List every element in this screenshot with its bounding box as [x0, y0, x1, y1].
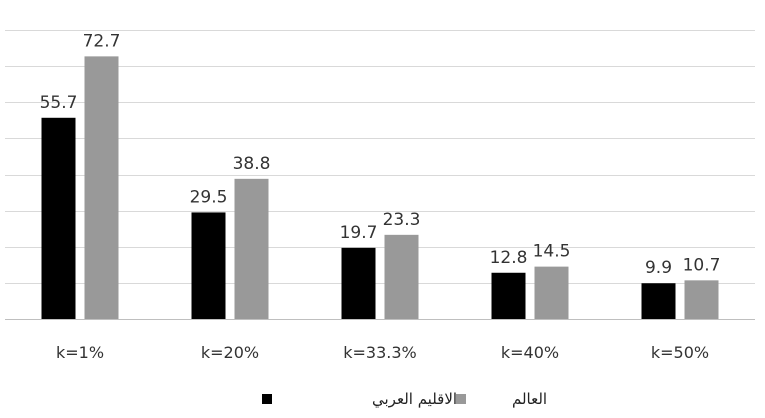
data-label: 29.5 — [190, 187, 228, 207]
data-label: 12.8 — [490, 248, 528, 268]
bar — [41, 117, 76, 319]
x-tick-label: k=50% — [651, 343, 709, 362]
bar — [684, 280, 719, 319]
data-label: 10.7 — [683, 255, 721, 275]
data-labels: 55.7 72.7 29.538.8 19.723.3 12.8 14.5 9.9 10.7 — [40, 31, 721, 278]
legend-swatch — [456, 394, 466, 404]
bar — [384, 234, 419, 319]
x-tick-label: k=33.3% — [343, 343, 417, 362]
data-label: 38.8 — [233, 154, 271, 174]
bar — [84, 56, 119, 320]
bar — [491, 272, 526, 319]
legend: الاقليم العربي العالم — [262, 390, 547, 409]
x-tick-labels: k=1% k=20% k=33.3% k=40% k=50% — [56, 343, 709, 362]
legend-label: الاقليم العربي — [372, 390, 457, 409]
data-label: 14.5 — [533, 242, 571, 262]
x-tick-label: k=40% — [501, 343, 559, 362]
x-tick-label: k=1% — [56, 343, 104, 362]
bar — [534, 266, 569, 319]
bars — [41, 56, 719, 320]
data-label: 19.7 — [340, 223, 378, 243]
data-label: 72.7 — [83, 31, 121, 51]
bar — [191, 212, 226, 319]
bar — [341, 247, 376, 319]
bar — [234, 178, 269, 319]
legend-label: العالم — [512, 390, 547, 408]
data-label: 9.9 — [645, 258, 672, 278]
data-label: 55.7 — [40, 93, 78, 113]
x-tick-label: k=20% — [201, 343, 259, 362]
gridlines — [5, 30, 755, 320]
data-label: 23.3 — [383, 210, 421, 230]
legend-swatch — [262, 394, 272, 404]
bar — [641, 283, 676, 319]
